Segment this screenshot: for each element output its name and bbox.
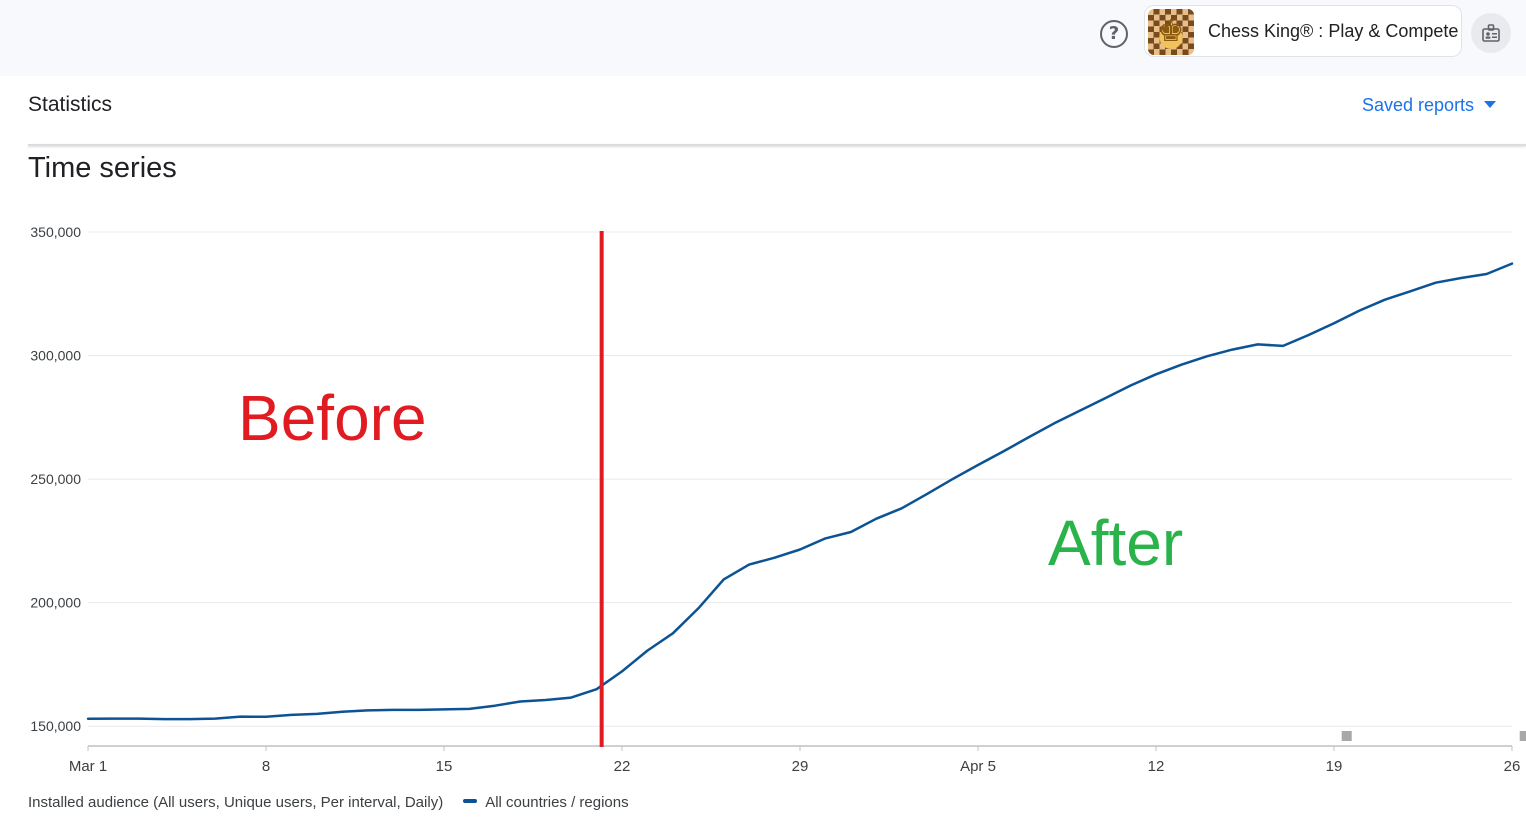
data-point — [494, 704, 496, 707]
help-icon[interactable]: ? — [1100, 20, 1128, 48]
caret-down-icon — [1484, 101, 1497, 108]
data-point — [646, 649, 649, 652]
data-point — [570, 696, 572, 699]
app-selector[interactable]: ♚ Chess King® : Play & Compete — [1144, 5, 1462, 57]
data-point — [239, 715, 242, 718]
app-name: Chess King® : Play & Compete — [1208, 21, 1459, 41]
data-point — [1028, 436, 1030, 438]
data-point — [417, 709, 420, 711]
data-point — [138, 717, 140, 720]
data-point — [290, 714, 293, 716]
after-annotation: After — [1048, 507, 1183, 579]
data-point — [824, 537, 827, 540]
data-point — [341, 710, 344, 713]
data-point — [1511, 262, 1513, 265]
chess-king-app-icon: ♚ — [1148, 9, 1194, 55]
data-point — [926, 493, 928, 495]
saved-reports-label: Saved reports — [1362, 95, 1475, 115]
top-bar: ? ♚ Chess King® : Play & Compete — [0, 0, 1526, 76]
data-point — [112, 717, 115, 720]
data-point — [977, 464, 979, 466]
data-point — [875, 517, 878, 520]
data-point — [188, 718, 191, 720]
data-point — [163, 718, 166, 720]
data-point — [87, 718, 89, 720]
data-point — [316, 713, 318, 715]
x-tick-label: Apr 5 — [960, 758, 996, 775]
data-point — [265, 716, 267, 718]
data-point — [621, 670, 623, 673]
data-point — [773, 556, 776, 559]
data-point — [1002, 450, 1005, 453]
data-point — [1155, 373, 1157, 376]
data-point — [1333, 322, 1335, 324]
x-tick-label: 26 — [1504, 758, 1521, 775]
data-point — [900, 507, 903, 510]
y-tick-label: 300,000 — [30, 348, 81, 364]
data-point — [1307, 334, 1310, 336]
before-annotation: Before — [238, 382, 427, 454]
saved-reports-dropdown[interactable]: Saved reports — [1362, 95, 1497, 116]
data-point — [1180, 363, 1183, 366]
page-title: Statistics — [28, 93, 113, 116]
data-point — [1231, 348, 1234, 351]
y-tick-label: 350,000 — [30, 224, 81, 240]
data-point — [595, 688, 598, 690]
y-tick-label: 200,000 — [30, 595, 81, 611]
x-tick-label: 15 — [436, 758, 453, 775]
data-point — [468, 708, 471, 710]
legend-series-label[interactable]: All countries / regions — [485, 794, 629, 811]
account-switch-icon[interactable] — [1471, 13, 1511, 53]
data-point — [1053, 422, 1056, 425]
data-point — [366, 709, 369, 712]
data-point — [1104, 397, 1106, 400]
header-divider — [28, 144, 1526, 146]
data-point — [1256, 343, 1259, 346]
data-point — [951, 478, 954, 480]
series-line-all-countries — [86, 262, 1514, 721]
x-tick-label: 19 — [1326, 758, 1343, 775]
data-point — [1078, 409, 1081, 412]
data-point — [799, 548, 801, 551]
data-point — [1384, 298, 1386, 301]
data-point — [1129, 384, 1132, 387]
data-point — [1358, 309, 1361, 312]
data-point — [1409, 290, 1412, 293]
x-tick-label: 22 — [614, 758, 631, 775]
event-marker — [1519, 731, 1526, 741]
data-point — [1460, 277, 1462, 279]
account-switch-icon-graphic — [1482, 24, 1500, 42]
x-tick-label: 8 — [262, 758, 270, 775]
y-tick-label: 250,000 — [30, 471, 81, 487]
legend-swatch — [463, 799, 478, 803]
event-marker — [1341, 731, 1352, 741]
data-point — [748, 563, 750, 566]
metric-label: Installed audience (All users, Unique us… — [28, 794, 444, 811]
data-point — [443, 708, 445, 711]
y-tick-label: 150,000 — [30, 718, 81, 734]
time-series-chart: 150,000 200,000 250,000 300,000 350,000 Mar 1… — [30, 224, 1526, 775]
x-tick-label: 29 — [792, 758, 809, 775]
data-point — [1282, 345, 1284, 347]
x-tick-label: Mar 1 — [69, 758, 107, 775]
x-tick-label: 12 — [1148, 758, 1165, 775]
data-point — [672, 632, 674, 635]
data-point — [722, 578, 725, 581]
section-title: Time series — [28, 152, 177, 184]
data-point — [519, 700, 522, 703]
data-point — [1485, 273, 1488, 275]
data-point — [214, 717, 216, 720]
data-point — [1206, 355, 1208, 358]
data-point — [697, 607, 700, 610]
data-point — [544, 699, 547, 701]
chart-legend: Installed audience (All users, Unique us… — [28, 794, 629, 811]
data-point — [392, 709, 394, 711]
data-point — [850, 531, 852, 533]
data-point — [1434, 281, 1437, 284]
